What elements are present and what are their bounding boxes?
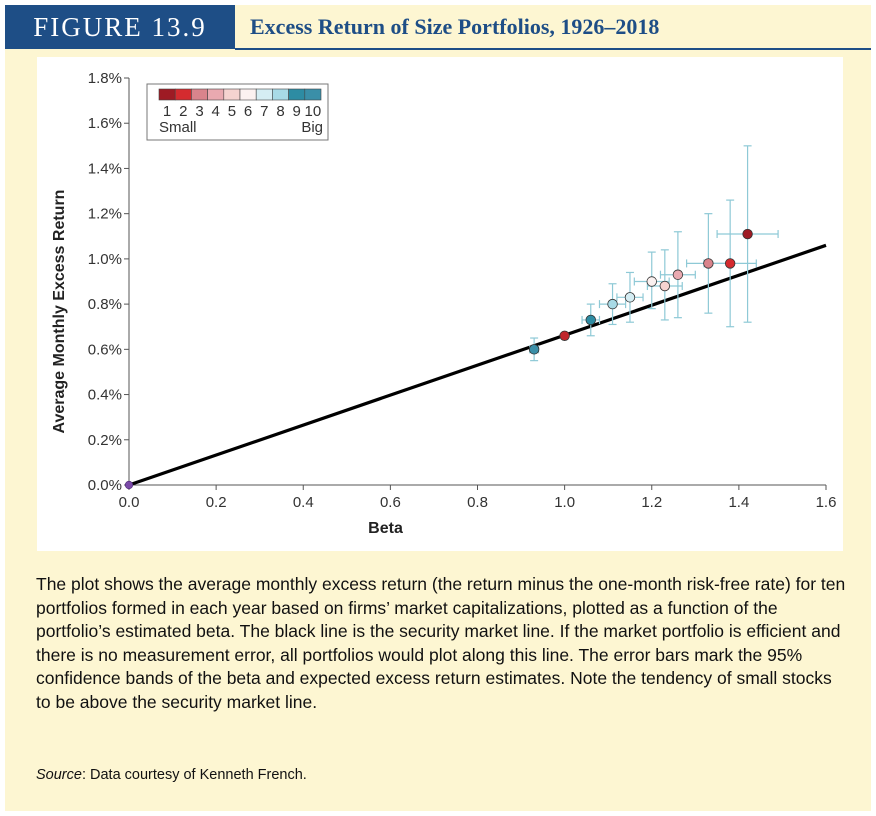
figure-title: Excess Return of Size Portfolios, 1926–2…	[250, 14, 660, 39]
portfolio-point-market	[559, 330, 570, 341]
scatter-chart: 0.0% 0.2% 0.4% 0.6% 0.8% 1.0% 1.2% 1.4% 1.6% 1.8%…	[51, 70, 837, 537]
x-tick-label: 1.6	[816, 494, 837, 511]
x-tick-label: 0.4	[293, 494, 314, 511]
y-tick-label: 1.4%	[88, 160, 122, 177]
legend-label-7: 7	[260, 103, 268, 120]
source-note: Source: Data courtesy of Kenneth French.	[36, 767, 307, 783]
portfolio-point-7	[624, 292, 636, 303]
x-tick-label: 0.8	[467, 494, 488, 511]
legend-swatch-1	[158, 88, 176, 101]
portfolio-point-2	[724, 258, 736, 269]
portfolio-point-9	[585, 314, 596, 326]
y-tick-label: 0.8%	[88, 296, 122, 313]
legend-swatch-10	[304, 88, 322, 101]
title-rule	[235, 48, 871, 50]
legend-big-label: Big	[301, 119, 323, 136]
legend-label-8: 8	[276, 103, 284, 120]
legend-label-5: 5	[228, 103, 236, 120]
legend-swatch-3	[191, 88, 208, 101]
source-text: : Data courtesy of Kenneth French.	[81, 767, 307, 783]
x-axis-title: Beta	[368, 520, 403, 537]
legend-label-3: 3	[195, 103, 203, 120]
legend-swatch-4	[207, 88, 225, 101]
y-tick-label: 1.2%	[88, 206, 122, 223]
source-label: Source	[36, 767, 82, 783]
legend-label-6: 6	[244, 103, 252, 120]
y-axis-title: Average Monthly Excess Return	[51, 190, 68, 434]
legend-label-9: 9	[293, 103, 301, 120]
y-tick-label: 0.0%	[88, 477, 122, 494]
y-tick-label: 0.6%	[88, 341, 122, 358]
portfolio-point-1	[742, 228, 753, 240]
portfolio-point-10	[528, 344, 540, 355]
legend-label-10: 10	[305, 103, 322, 120]
legend-swatch-7	[255, 88, 273, 101]
y-tick-label: 0.4%	[88, 387, 122, 404]
portfolio-point-5	[659, 280, 671, 292]
legend-swatch-5	[223, 88, 241, 101]
legend-label-4: 4	[212, 103, 220, 120]
figure-label: FIGURE 13.9	[5, 5, 235, 49]
legend-label-2: 2	[179, 103, 187, 120]
y-tick-label: 1.0%	[88, 251, 122, 268]
market-portfolio-point	[124, 480, 134, 490]
security-market-line	[128, 243, 827, 487]
figure-caption: The plot shows the average monthly exces…	[36, 574, 846, 712]
legend-swatch-8	[272, 88, 289, 101]
x-tick-label: 1.4	[728, 494, 749, 511]
legend-label-1: 1	[163, 103, 171, 120]
portfolio-point-4	[672, 269, 684, 280]
portfolio-point-6	[646, 276, 657, 287]
y-tick-label: 1.6%	[88, 115, 122, 132]
x-tick-label: 1.2	[641, 494, 662, 511]
chart-panel: 0.0% 0.2% 0.4% 0.6% 0.8% 1.0% 1.2% 1.4% 1.6% 1.8%…	[37, 57, 843, 551]
x-tick-label: 0.0	[119, 494, 140, 511]
x-tick-label: 1.0	[554, 494, 575, 511]
legend-small-label: Small	[159, 119, 197, 136]
x-tick-label: 0.6	[380, 494, 401, 511]
y-tick-label: 0.2%	[88, 432, 122, 449]
portfolio-point-3	[703, 258, 714, 269]
x-tick-label: 0.2	[206, 494, 227, 511]
portfolio-point-8	[607, 298, 618, 310]
legend-swatch-9	[288, 88, 306, 101]
legend-swatch-2	[174, 88, 192, 101]
legend-swatch-6	[239, 88, 257, 101]
y-tick-label: 1.8%	[88, 70, 122, 87]
